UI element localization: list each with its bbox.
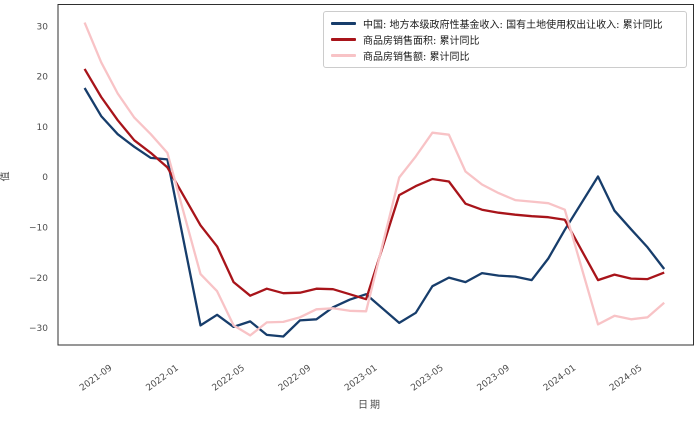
legend-line-swatch-pink (331, 53, 356, 57)
x-tick-label: 2022-01 (144, 363, 180, 393)
legend-item: 商品房销售额: 累计同比 (331, 48, 678, 63)
x-tick-label: 2021-09 (78, 363, 115, 393)
y-tick-label: −20 (29, 274, 48, 284)
y-tick-label: 0 (42, 173, 48, 183)
legend-item: 商品房销售面积: 累计同比 (331, 32, 678, 47)
y-tick-label: 20 (37, 73, 49, 83)
y-tick-label: 10 (37, 123, 49, 133)
legend-line-swatch-blue (331, 22, 356, 26)
x-axis-tick-labels: 2021-09 2022-01 2022-05 2022-09 2023-01 2023-… (78, 363, 644, 393)
y-axis-tick-labels: 30 20 10 0 −10 −20 −30 (29, 22, 48, 334)
series-line-0 (83, 87, 666, 338)
y-tick-label: −10 (29, 224, 48, 234)
series-lines (83, 22, 666, 338)
legend-label: 商品房销售额: 累计同比 (363, 51, 470, 63)
series-line-1 (83, 68, 665, 301)
x-tick-label: 2024-01 (542, 363, 578, 393)
legend-item: 中国: 地方本级政府性基金收入: 国有土地使用权出让收入: 累计同比 (331, 16, 678, 31)
legend-label: 中国: 地方本级政府性基金收入: 国有土地使用权出让收入: 累计同比 (363, 20, 663, 32)
x-axis-title: 日期 (358, 400, 382, 411)
legend-label: 商品房销售面积: 累计同比 (363, 35, 480, 47)
y-axis-title: 值 (0, 171, 12, 182)
x-tick-label: 2023-09 (476, 363, 513, 393)
x-tick-label: 2022-09 (277, 363, 314, 393)
legend-line-swatch-red (331, 37, 356, 41)
x-tick-label: 2023-01 (343, 363, 379, 393)
x-tick-label: 2024-05 (608, 363, 644, 393)
plot-border (57, 4, 694, 346)
y-tick-label: −30 (29, 324, 48, 334)
y-tick-label: 30 (37, 22, 49, 32)
x-tick-label: 2023-05 (409, 363, 445, 393)
x-tick-label: 2022-05 (211, 363, 247, 393)
legend: 中国: 地方本级政府性基金收入: 国有土地使用权出让收入: 累计同比 商品房销售… (323, 11, 687, 68)
series-line-2 (83, 22, 665, 337)
